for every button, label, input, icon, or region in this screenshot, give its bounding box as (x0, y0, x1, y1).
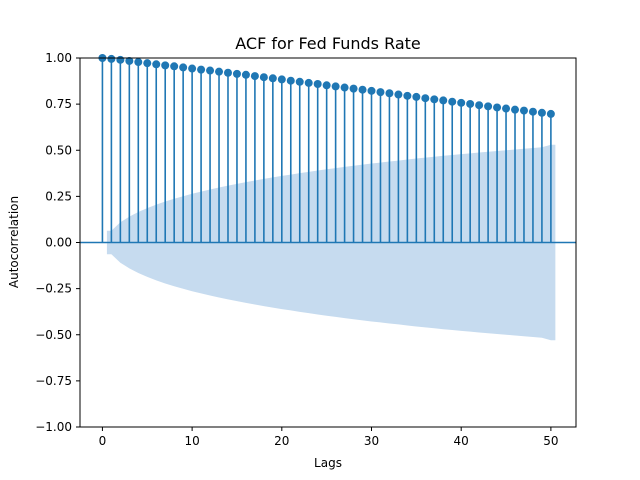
acf-series (101, 58, 552, 243)
acf-marker (430, 95, 439, 104)
acf-marker (215, 67, 224, 76)
acf-marker (502, 104, 511, 113)
acf-marker (232, 69, 241, 78)
acf-marker (322, 81, 331, 90)
acf-marker (152, 60, 161, 69)
acf-marker (412, 92, 421, 101)
acf-marker (466, 99, 475, 108)
x-tick-label: 20 (274, 434, 289, 448)
x-axis-label: Lags (314, 456, 342, 470)
acf-marker (206, 66, 215, 75)
axes: 0 10 20 30 40 50 −1.00 −0.75 −0.50 −0.25 0.00 0.25 0… (35, 51, 577, 448)
acf-marker (116, 55, 125, 64)
acf-marker (457, 98, 466, 107)
x-tick-label: 10 (184, 434, 199, 448)
acf-marker (358, 85, 367, 94)
acf-marker (340, 83, 349, 92)
y-tick-label: −0.50 (35, 328, 72, 342)
y-tick-label: −0.25 (35, 282, 72, 296)
acf-marker (511, 105, 520, 114)
acf-marker (313, 80, 322, 89)
acf-marker (250, 72, 259, 81)
acf-marker (143, 59, 152, 68)
acf-marker (493, 103, 502, 112)
acf-marker (277, 75, 286, 84)
plot-area (80, 54, 576, 341)
acf-marker (286, 76, 295, 85)
acf-marker (331, 82, 340, 91)
y-axis-label: Autocorrelation (7, 196, 21, 288)
acf-marker (134, 58, 143, 67)
plot-content (80, 58, 576, 341)
acf-marker (125, 56, 134, 65)
y-tick-label: −1.00 (35, 420, 72, 434)
acf-marker (519, 106, 528, 115)
y-tick-label: 1.00 (45, 51, 72, 65)
acf-marker (107, 54, 116, 63)
acf-marker (197, 65, 206, 74)
x-tick-label: 30 (364, 434, 379, 448)
y-tick-label: 0.50 (45, 143, 72, 157)
acf-marker (484, 102, 493, 111)
acf-marker (439, 96, 448, 105)
acf-marker (403, 91, 412, 100)
acf-marker (376, 88, 385, 97)
y-tick-label: 0.75 (45, 97, 72, 111)
x-tick-label: 50 (543, 434, 558, 448)
acf-marker (367, 86, 376, 95)
acf-marker (268, 74, 277, 83)
acf-marker (188, 64, 197, 73)
acf-marker (385, 89, 394, 98)
y-tick-label: 0.00 (45, 236, 72, 250)
acf-marker (259, 73, 268, 82)
acf-marker (241, 70, 250, 79)
acf-marker (475, 101, 484, 110)
acf-marker (528, 107, 537, 116)
acf-marker (170, 62, 179, 71)
x-tick-label: 0 (99, 434, 107, 448)
acf-marker (349, 84, 358, 93)
acf-marker (223, 68, 232, 77)
acf-markers (98, 54, 555, 118)
acf-marker (421, 94, 430, 103)
acf-marker (448, 97, 457, 106)
acf-marker (304, 78, 313, 87)
acf-marker (161, 61, 170, 70)
chart-title: ACF for Fed Funds Rate (235, 34, 421, 53)
acf-marker (295, 77, 304, 86)
acf-marker (179, 63, 188, 72)
x-tick-label: 40 (454, 434, 469, 448)
y-tick-label: −0.75 (35, 374, 72, 388)
acf-marker (394, 90, 403, 99)
y-tick-label: 0.25 (45, 189, 72, 203)
acf-marker (546, 109, 555, 118)
acf-marker (537, 108, 546, 117)
